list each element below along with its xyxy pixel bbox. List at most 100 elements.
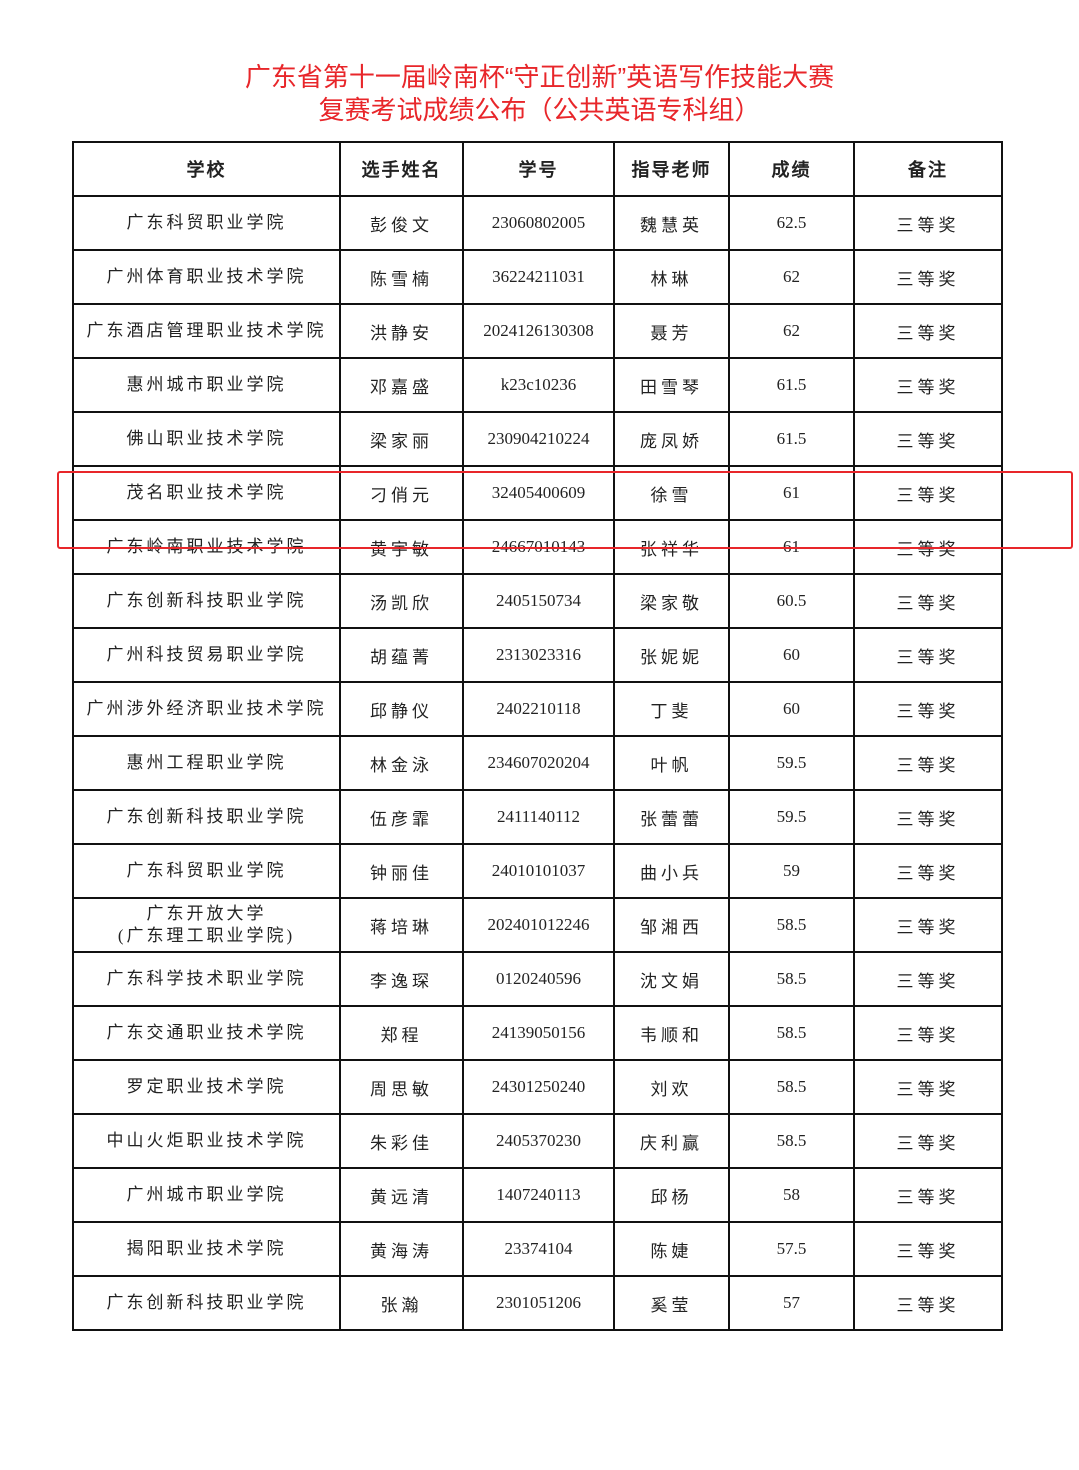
- cell-school: 广东创新科技职业学院: [72, 789, 341, 845]
- cell-remark: 三等奖: [853, 627, 1003, 683]
- cell-player-name: 周思敏: [339, 1059, 464, 1115]
- cell-score: 58.5: [728, 1005, 855, 1061]
- cell-score: 58.5: [728, 897, 855, 953]
- table-row: 广东创新科技职业学院 汤凯欣 2405150734 梁家敬 60.5 三等奖: [72, 573, 1003, 629]
- cell-player-name: 朱彩佳: [339, 1113, 464, 1169]
- cell-score: 61: [728, 519, 855, 575]
- cell-remark: 三等奖: [853, 1113, 1003, 1169]
- table-row: 广州城市职业学院 黄远清 1407240113 邱杨 58 三等奖: [72, 1167, 1003, 1223]
- table-row: 广东科贸职业学院 钟丽佳 24010101037 曲小兵 59 三等奖: [72, 843, 1003, 899]
- table-row: 广东创新科技职业学院 张瀚 2301051206 奚莹 57 三等奖: [72, 1275, 1003, 1331]
- cell-player-name: 张瀚: [339, 1275, 464, 1331]
- cell-school: 广州科技贸易职业学院: [72, 627, 341, 683]
- header-remark: 备注: [853, 141, 1003, 197]
- cell-player-name: 李逸琛: [339, 951, 464, 1007]
- cell-advisor: 邹湘西: [613, 897, 730, 953]
- cell-student-id: 24301250240: [462, 1059, 615, 1115]
- cell-student-id: 36224211031: [462, 249, 615, 305]
- cell-advisor: 曲小兵: [613, 843, 730, 899]
- cell-remark: 三等奖: [853, 897, 1003, 953]
- cell-student-id: 32405400609: [462, 465, 615, 521]
- cell-score: 59.5: [728, 789, 855, 845]
- cell-school: 广东创新科技职业学院: [72, 1275, 341, 1331]
- header-score: 成绩: [728, 141, 855, 197]
- document-subtitle: 复赛考试成绩公布（公共英语专科组）: [318, 95, 761, 125]
- cell-remark: 三等奖: [853, 1221, 1003, 1277]
- cell-score: 62.5: [728, 195, 855, 251]
- cell-player-name: 彭俊文: [339, 195, 464, 251]
- cell-player-name: 黄远清: [339, 1167, 464, 1223]
- cell-student-id: 24667010143: [462, 519, 615, 575]
- cell-score: 58: [728, 1167, 855, 1223]
- cell-player-name: 郑程: [339, 1005, 464, 1061]
- cell-player-name: 陈雪楠: [339, 249, 464, 305]
- cell-score: 61: [728, 465, 855, 521]
- cell-remark: 三等奖: [853, 789, 1003, 845]
- header-student-id: 学号: [462, 141, 615, 197]
- table-row: 广州体育职业技术学院 陈雪楠 36224211031 林琳 62 三等奖: [72, 249, 1003, 305]
- cell-advisor: 聂芳: [613, 303, 730, 359]
- cell-remark: 三等奖: [853, 681, 1003, 737]
- cell-remark: 三等奖: [853, 951, 1003, 1007]
- table-row: 惠州工程职业学院 林金泳 234607020204 叶帆 59.5 三等奖: [72, 735, 1003, 791]
- cell-score: 61.5: [728, 411, 855, 467]
- cell-remark: 三等奖: [853, 519, 1003, 575]
- cell-remark: 三等奖: [853, 735, 1003, 791]
- cell-remark: 三等奖: [853, 195, 1003, 251]
- cell-school: 广东科贸职业学院: [72, 843, 341, 899]
- cell-advisor: 邱杨: [613, 1167, 730, 1223]
- cell-player-name: 黄海涛: [339, 1221, 464, 1277]
- cell-student-id: 23374104: [462, 1221, 615, 1277]
- cell-advisor: 庞凤娇: [613, 411, 730, 467]
- cell-school: 广东创新科技职业学院: [72, 573, 341, 629]
- cell-player-name: 邱静仪: [339, 681, 464, 737]
- cell-player-name: 洪静安: [339, 303, 464, 359]
- cell-advisor: 庆利赢: [613, 1113, 730, 1169]
- cell-score: 59.5: [728, 735, 855, 791]
- cell-advisor: 梁家敬: [613, 573, 730, 629]
- cell-remark: 三等奖: [853, 843, 1003, 899]
- cell-school: 佛山职业技术学院: [72, 411, 341, 467]
- table-row: 广东酒店管理职业技术学院 洪静安 2024126130308 聂芳 62 三等奖: [72, 303, 1003, 359]
- cell-remark: 三等奖: [853, 573, 1003, 629]
- table-row: 广东开放大学 (广东理工职业学院) 蒋培琳 202401012246 邹湘西 58.5 三等…: [72, 897, 1003, 953]
- cell-score: 62: [728, 249, 855, 305]
- cell-player-name: 伍彦霏: [339, 789, 464, 845]
- cell-score: 58.5: [728, 1113, 855, 1169]
- results-table: 学校 选手姓名 学号 指导老师 成绩 备注 广东科贸职业学院 彭俊文 23060802005 魏…: [72, 141, 1003, 1331]
- table-row: 广州科技贸易职业学院 胡蕴菁 2313023316 张妮妮 60 三等奖: [72, 627, 1003, 683]
- cell-score: 57.5: [728, 1221, 855, 1277]
- cell-student-id: 23060802005: [462, 195, 615, 251]
- cell-student-id: 202401012246: [462, 897, 615, 953]
- cell-student-id: 2301051206: [462, 1275, 615, 1331]
- cell-school: 广州体育职业技术学院: [72, 249, 341, 305]
- table-row: 揭阳职业技术学院 黄海涛 23374104 陈婕 57.5 三等奖: [72, 1221, 1003, 1277]
- table-row: 罗定职业技术学院 周思敏 24301250240 刘欢 58.5 三等奖: [72, 1059, 1003, 1115]
- cell-advisor: 韦顺和: [613, 1005, 730, 1061]
- cell-score: 61.5: [728, 357, 855, 413]
- cell-score: 60: [728, 627, 855, 683]
- cell-score: 62: [728, 303, 855, 359]
- cell-advisor: 林琳: [613, 249, 730, 305]
- cell-score: 58.5: [728, 1059, 855, 1115]
- cell-score: 60.5: [728, 573, 855, 629]
- cell-advisor: 张妮妮: [613, 627, 730, 683]
- cell-player-name: 汤凯欣: [339, 573, 464, 629]
- cell-advisor: 奚莹: [613, 1275, 730, 1331]
- cell-remark: 三等奖: [853, 411, 1003, 467]
- cell-advisor: 魏慧英: [613, 195, 730, 251]
- cell-school: 广东交通职业技术学院: [72, 1005, 341, 1061]
- cell-player-name: 蒋培琳: [339, 897, 464, 953]
- cell-student-id: 234607020204: [462, 735, 615, 791]
- cell-advisor: 刘欢: [613, 1059, 730, 1115]
- cell-player-name: 刁俏元: [339, 465, 464, 521]
- cell-remark: 三等奖: [853, 249, 1003, 305]
- cell-school: 中山火炬职业技术学院: [72, 1113, 341, 1169]
- cell-player-name: 邓嘉盛: [339, 357, 464, 413]
- cell-student-id: 1407240113: [462, 1167, 615, 1223]
- table-row: 广东交通职业技术学院 郑程 24139050156 韦顺和 58.5 三等奖: [72, 1005, 1003, 1061]
- cell-student-id: 2024126130308: [462, 303, 615, 359]
- cell-school: 罗定职业技术学院: [72, 1059, 341, 1115]
- cell-student-id: k23c10236: [462, 357, 615, 413]
- cell-remark: 三等奖: [853, 357, 1003, 413]
